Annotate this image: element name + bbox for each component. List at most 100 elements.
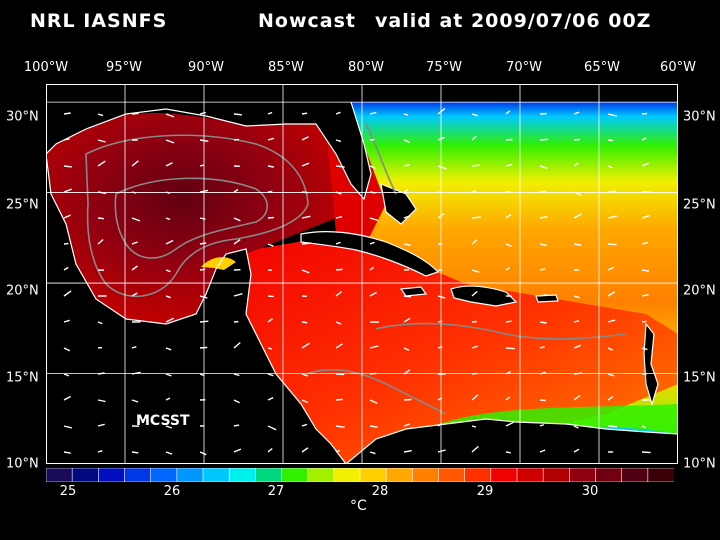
model-title: NRL IASNFS bbox=[30, 10, 168, 32]
colorbar-swatch bbox=[150, 468, 178, 482]
vector-arrow bbox=[335, 398, 343, 401]
vector-arrow bbox=[301, 321, 308, 324]
vector-arrow bbox=[335, 268, 343, 271]
vector-arrow bbox=[335, 191, 342, 195]
vector-arrow bbox=[63, 266, 69, 271]
vector-arrow bbox=[267, 137, 274, 141]
vector-arrow bbox=[607, 373, 615, 377]
vector-arrow bbox=[131, 160, 139, 167]
vector-arrow bbox=[539, 165, 548, 169]
vector-arrow bbox=[573, 162, 579, 167]
vector-arrow bbox=[505, 451, 511, 454]
vector-arrow bbox=[403, 423, 410, 427]
vector-arrow bbox=[199, 373, 205, 377]
vector-arrow bbox=[301, 191, 309, 194]
colorbar-swatch bbox=[176, 468, 204, 482]
vector-arrow bbox=[539, 371, 547, 375]
vector-arrow bbox=[641, 137, 647, 141]
lon-label-65w: 65°W bbox=[584, 60, 620, 75]
vector-arrow bbox=[63, 347, 71, 352]
land-jamaica bbox=[401, 287, 426, 296]
vector-arrow bbox=[539, 423, 545, 427]
vector-arrow bbox=[607, 425, 618, 428]
vector-arrow bbox=[471, 345, 478, 349]
vector-arrow bbox=[437, 423, 443, 427]
colorbar-swatch bbox=[516, 468, 544, 482]
vector-arrow bbox=[403, 369, 411, 375]
vector-arrow bbox=[641, 162, 650, 167]
land-cuba bbox=[301, 231, 438, 276]
vector-arrow bbox=[369, 425, 378, 428]
colorbar-swatch bbox=[281, 468, 309, 482]
vector-arrow bbox=[335, 139, 342, 143]
colorbar-swatch bbox=[542, 468, 571, 482]
vector-arrow bbox=[403, 295, 411, 298]
colorbar-swatch bbox=[569, 468, 597, 482]
vector-arrow bbox=[505, 347, 515, 350]
vector-arrow bbox=[233, 373, 240, 377]
vector-arrow bbox=[369, 451, 376, 455]
vector-arrow bbox=[301, 342, 310, 349]
vector-arrow bbox=[403, 317, 411, 323]
vector-arrow bbox=[267, 216, 274, 219]
vector-arrow bbox=[607, 396, 614, 401]
land-bahamas bbox=[381, 184, 416, 224]
vector-arrow bbox=[63, 451, 71, 454]
vector-arrow bbox=[471, 239, 478, 245]
colorbar-swatch bbox=[359, 468, 387, 482]
vector-arrow bbox=[505, 110, 511, 115]
colorbar-swatch bbox=[71, 468, 100, 482]
vector-arrow bbox=[165, 191, 171, 195]
vector-arrow bbox=[301, 447, 309, 453]
vector-arrow bbox=[437, 165, 447, 170]
vector-arrow bbox=[165, 113, 175, 118]
vector-arrow bbox=[267, 165, 275, 168]
vector-arrow bbox=[641, 241, 648, 245]
vector-arrow bbox=[63, 188, 73, 193]
vector-arrow bbox=[471, 445, 479, 453]
vector-arrow bbox=[505, 243, 512, 247]
vector-arrow bbox=[165, 451, 173, 455]
vector-arrow bbox=[165, 295, 172, 299]
vector-arrow bbox=[403, 347, 410, 351]
vector-arrow bbox=[437, 136, 445, 141]
vector-arrow bbox=[97, 423, 105, 427]
lon-label-85w: 85°W bbox=[268, 60, 304, 75]
vector-arrow bbox=[539, 190, 547, 193]
colorbar-swatch bbox=[647, 468, 674, 482]
vector-arrow bbox=[437, 213, 445, 219]
vector-arrow bbox=[607, 266, 615, 271]
vector-arrow bbox=[267, 397, 274, 401]
vector-arrow bbox=[369, 399, 378, 404]
vector-arrow bbox=[573, 213, 582, 219]
lat-label-20n-left: 20°N bbox=[6, 283, 39, 299]
vector-arrow bbox=[97, 217, 104, 220]
vector-arrow bbox=[471, 135, 477, 141]
vector-arrow bbox=[233, 341, 241, 349]
vector-arrow bbox=[573, 344, 582, 349]
vector-arrow bbox=[403, 398, 412, 401]
vector-arrow bbox=[539, 293, 547, 297]
vector-arrow bbox=[607, 165, 613, 169]
colorbar-swatch bbox=[255, 468, 283, 482]
vector-arrow bbox=[505, 213, 512, 219]
vector-arrow bbox=[131, 346, 137, 349]
vector-arrow bbox=[437, 107, 446, 115]
vector-arrow bbox=[301, 112, 308, 115]
vector-arrow bbox=[63, 425, 72, 429]
vector-arrow bbox=[607, 113, 617, 117]
vector-arrow bbox=[505, 370, 511, 375]
vector-arrow bbox=[505, 421, 514, 427]
vector-arrow bbox=[233, 293, 243, 297]
vector-arrow bbox=[301, 242, 311, 245]
vector-arrow bbox=[199, 139, 209, 142]
vector-arrow bbox=[641, 214, 650, 219]
vector-arrow bbox=[233, 424, 240, 427]
vector-arrow bbox=[233, 113, 242, 116]
vector-arrow bbox=[63, 112, 71, 115]
vector-arrow bbox=[335, 321, 342, 325]
vector-arrow bbox=[63, 138, 70, 141]
colorbar-swatch bbox=[412, 468, 440, 482]
colorbar-tick-29: 29 bbox=[476, 484, 494, 499]
product-title: Nowcast bbox=[258, 10, 356, 32]
